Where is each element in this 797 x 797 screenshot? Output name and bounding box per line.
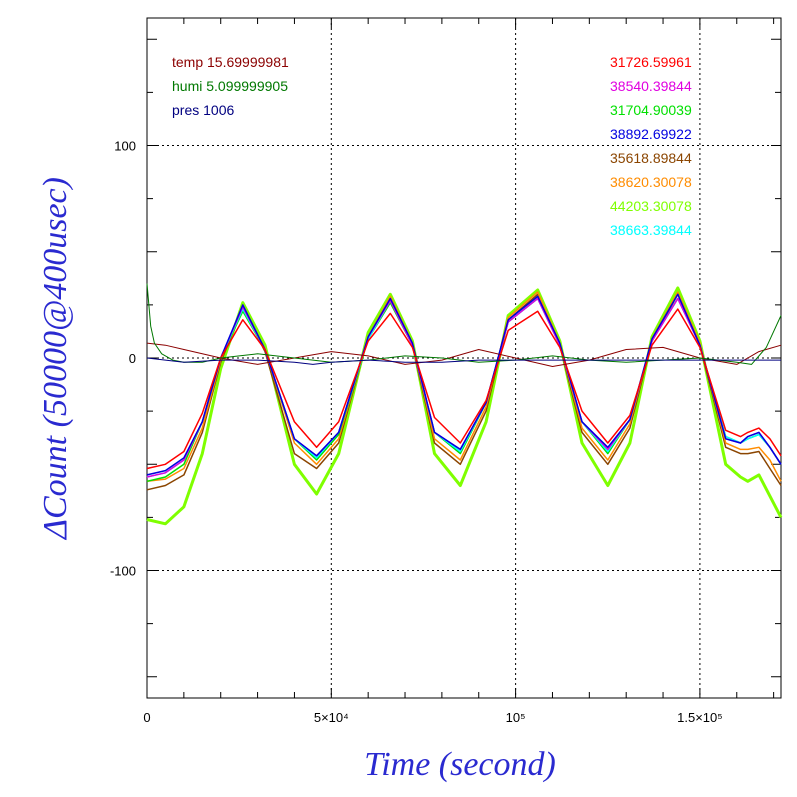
ticks: 0 5×10⁴ 10⁵ 1.5×10⁵ -100 0 100 (110, 18, 781, 725)
series-line-5 (146, 297, 782, 478)
x-tick-label: 1.5×10⁵ (677, 710, 723, 725)
x-axis-title: Time (second) (364, 746, 556, 783)
y-axis-title: ΔCount (50000@400usec) (37, 177, 74, 541)
y-tick-label: 100 (114, 139, 136, 154)
series-layer (146, 283, 783, 526)
legend-right-entry: 38892.69922 (610, 126, 692, 142)
y-tick-label: 0 (129, 351, 136, 366)
series-line-8 (146, 308, 782, 470)
legend-right-entry: 35618.89844 (610, 150, 692, 166)
legend-left-entry: humi 5.099999905 (172, 78, 288, 94)
legend-right-entry: 31704.90039 (610, 102, 692, 118)
grid (147, 18, 781, 698)
legend-right-entry: 38540.39844 (610, 78, 692, 94)
legend-left-entry: pres 1006 (172, 102, 234, 118)
x-tick-label: 0 (143, 710, 150, 725)
legend-right-entry: 38620.30078 (610, 174, 692, 190)
legend-left: temp 15.69999981 humi 5.099999905 pres 100… (172, 54, 289, 118)
legend-right-entry: 44203.30078 (610, 198, 692, 214)
series-line-6 (146, 297, 782, 478)
legend-right: 31726.59961 38540.39844 31704.90039 38892.6… (610, 54, 692, 238)
y-tick-label: -100 (110, 564, 136, 579)
x-tick-label: 10⁵ (506, 710, 526, 725)
series-line-10 (146, 283, 782, 365)
series-line-1 (146, 286, 783, 526)
series-line-11 (146, 357, 781, 365)
series-line-7 (146, 293, 782, 476)
series-line-9 (146, 342, 782, 367)
legend-right-entry: 31726.59961 (610, 54, 692, 70)
legend-right-entry: 38663.39844 (610, 222, 692, 238)
legend-left-entry: temp 15.69999981 (172, 54, 289, 70)
x-tick-label: 5×10⁴ (314, 710, 349, 725)
